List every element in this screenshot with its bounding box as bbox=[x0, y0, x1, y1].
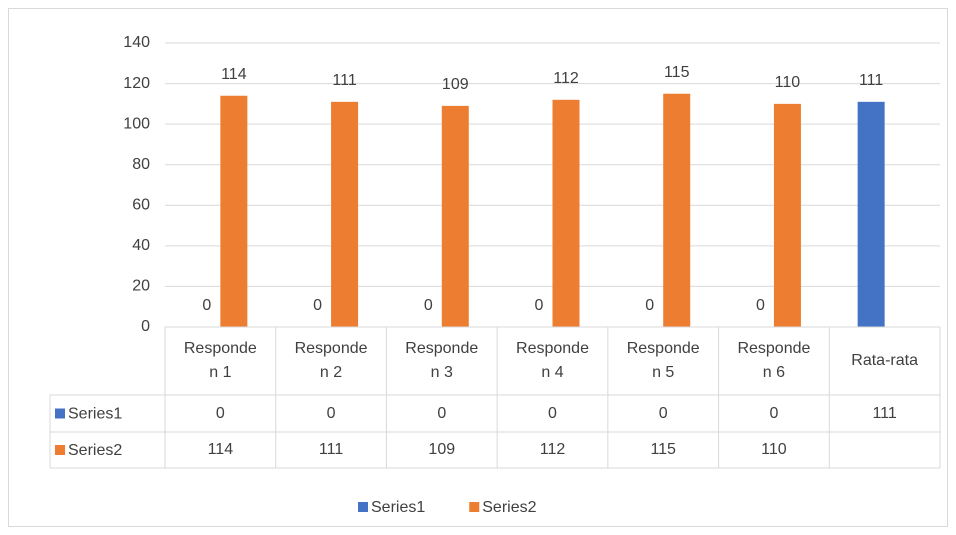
legend-key bbox=[358, 502, 368, 512]
legend-key bbox=[469, 502, 480, 512]
y-tick-label: 0 bbox=[141, 318, 150, 335]
data-label: 112 bbox=[553, 70, 579, 87]
table-cell: 0 bbox=[437, 404, 447, 422]
data-label: 111 bbox=[859, 72, 883, 89]
y-tick-label: 140 bbox=[123, 34, 150, 51]
table-cell: 111 bbox=[318, 441, 344, 458]
y-tick-label: 120 bbox=[123, 75, 150, 92]
x-tick-label: Responden 2 bbox=[294, 340, 368, 381]
data-label: 114 bbox=[221, 66, 247, 83]
table-cell: 109 bbox=[428, 441, 456, 458]
y-tick-label: 100 bbox=[123, 115, 150, 132]
data-label: 109 bbox=[442, 76, 469, 93]
legend-key bbox=[55, 408, 65, 419]
table-series-name: Series1 bbox=[68, 406, 122, 423]
table-cell: 0 bbox=[215, 404, 225, 422]
x-tick-label: Rata-rata bbox=[851, 352, 918, 369]
data-label: 0 bbox=[424, 297, 433, 314]
bar bbox=[441, 105, 469, 327]
bar bbox=[773, 103, 801, 327]
data-label: 110 bbox=[775, 74, 801, 91]
data-label: 0 bbox=[756, 297, 765, 314]
x-tick-label: Responden 6 bbox=[737, 340, 811, 381]
table-cell: 0 bbox=[326, 404, 336, 422]
bar bbox=[663, 93, 691, 327]
table-cell: 0 bbox=[548, 404, 557, 422]
bar bbox=[552, 99, 580, 327]
x-tick-label: Responden 3 bbox=[405, 340, 479, 381]
bar bbox=[331, 101, 359, 327]
data-label: 0 bbox=[202, 297, 211, 314]
x-tick-label: Responden 4 bbox=[516, 340, 589, 381]
data-label: 111 bbox=[332, 72, 356, 89]
legend-label: Series1 bbox=[371, 499, 425, 516]
table-cell: 115 bbox=[650, 441, 676, 458]
data-label: 0 bbox=[535, 297, 544, 314]
x-tick-label: Responden 1 bbox=[183, 340, 257, 381]
data-label: 0 bbox=[313, 297, 322, 314]
table-cell: 0 bbox=[658, 404, 668, 422]
table-cell: 0 bbox=[769, 404, 779, 422]
y-tick-label: 80 bbox=[132, 156, 150, 173]
legend-label: Series2 bbox=[482, 499, 536, 516]
bar bbox=[220, 95, 248, 327]
y-tick-label: 60 bbox=[132, 197, 150, 214]
table-cell: 112 bbox=[539, 441, 566, 458]
legend-key bbox=[55, 445, 65, 455]
table-cell: 110 bbox=[761, 441, 787, 458]
x-tick-label: Responden 5 bbox=[626, 340, 700, 381]
data-label: 0 bbox=[645, 297, 654, 314]
table-series-name: Series2 bbox=[68, 442, 122, 459]
table-cell: 111 bbox=[872, 404, 897, 422]
data-label: 115 bbox=[664, 64, 690, 81]
table-cell: 114 bbox=[207, 441, 234, 458]
y-tick-label: 20 bbox=[132, 278, 150, 295]
y-tick-label: 40 bbox=[132, 237, 150, 254]
bar bbox=[857, 101, 885, 327]
